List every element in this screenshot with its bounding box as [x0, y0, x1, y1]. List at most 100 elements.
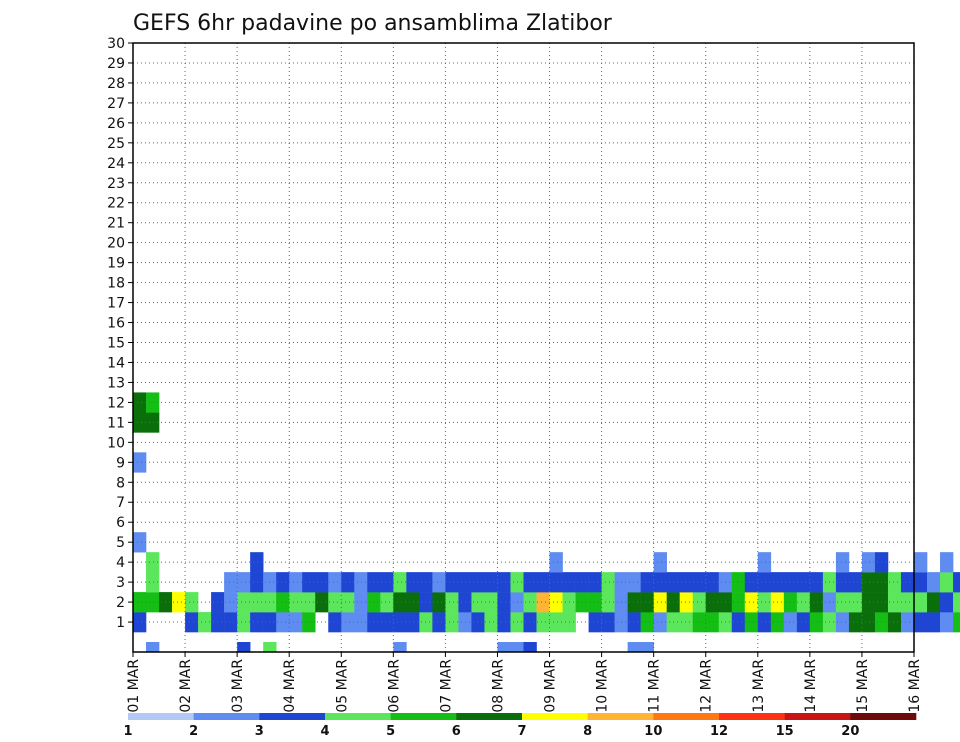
heatmap-cell [549, 572, 563, 593]
heatmap-cell [679, 612, 694, 633]
heatmap-cell [900, 572, 915, 593]
heatmap-cell [744, 612, 759, 633]
heatmap-cell [172, 592, 186, 613]
heatmap-cell [549, 552, 563, 573]
x-tick-label: 03 MAR [230, 659, 246, 713]
heatmap-cell [627, 592, 641, 613]
y-tick-label: 15 [107, 336, 125, 352]
heatmap-cell [432, 572, 446, 593]
heatmap-cell [940, 592, 954, 613]
x-tick-label: 12 MAR [699, 659, 715, 713]
heatmap-cell [393, 572, 407, 593]
heatmap-cell [380, 592, 394, 613]
heatmap-cell [757, 552, 772, 573]
heatmap-cell [640, 642, 654, 653]
heatmap-cell [601, 572, 615, 593]
heatmap-cell [497, 612, 511, 633]
heatmap-cell [224, 612, 238, 633]
legend-swatch [653, 713, 720, 720]
axes: 1234567891011121314151617181920212223242… [107, 36, 923, 713]
heatmap-cell [328, 592, 342, 613]
heatmap-cell [601, 592, 615, 613]
heatmap-cell [757, 612, 772, 633]
heatmap-cell [679, 592, 694, 613]
heatmap-cell [705, 572, 720, 593]
heatmap-cell [133, 392, 147, 413]
y-tick-label: 22 [107, 196, 125, 212]
heatmap-cell [354, 592, 368, 613]
heatmap-cell [861, 572, 876, 593]
heatmap-cell [536, 572, 550, 593]
x-tick-label: 05 MAR [334, 659, 350, 713]
heatmap-cell [900, 592, 915, 613]
x-tick-label: 07 MAR [438, 659, 454, 713]
legend-label: 20 [841, 724, 859, 739]
y-tick-label: 13 [107, 375, 125, 391]
y-tick-label: 1 [116, 615, 125, 631]
y-tick-label: 2 [116, 595, 125, 611]
legend-swatch [390, 713, 457, 720]
heatmap-cell [497, 592, 511, 613]
heatmap-cell [523, 572, 537, 593]
heatmap-cell [927, 592, 941, 613]
heatmap-cell [575, 572, 589, 593]
heatmap-cell [185, 592, 199, 613]
heatmap-cell [146, 412, 160, 433]
heatmap-cell [354, 612, 368, 633]
heatmap-cell [679, 572, 694, 593]
y-tick-label: 27 [107, 96, 125, 112]
x-tick-label: 15 MAR [855, 659, 871, 713]
heatmap-cell [653, 572, 667, 593]
heatmap-cell [575, 592, 589, 613]
heatmap-cell [731, 612, 746, 633]
y-tick-label: 24 [107, 156, 125, 172]
heatmap-cell [809, 612, 824, 633]
heatmap-cell [757, 592, 772, 613]
y-tick-label: 26 [107, 116, 125, 132]
y-tick-label: 19 [107, 256, 125, 272]
heatmap-cell [133, 592, 147, 613]
heatmap-cell [914, 592, 928, 613]
legend-label: 1 [123, 724, 132, 739]
legend-label: 6 [452, 724, 461, 739]
heatmap-cell [276, 592, 290, 613]
heatmap-cell [471, 572, 485, 593]
plot-frame [132, 42, 915, 653]
heatmap-cell [953, 592, 960, 613]
x-tick-label: 08 MAR [490, 659, 506, 713]
heatmap-cell [692, 572, 707, 593]
heatmap-cell [640, 612, 654, 633]
heatmap-cell [484, 612, 498, 633]
heatmap-cell [497, 642, 511, 653]
heatmap-cell [835, 612, 850, 633]
heatmap-cell [549, 612, 563, 633]
heatmap-cell [146, 552, 160, 573]
heatmap-cell [640, 592, 654, 613]
heatmap-cell [341, 592, 355, 613]
heatmap-cell [914, 612, 928, 633]
y-tick-label: 9 [116, 455, 125, 471]
x-tick-label: 09 MAR [543, 659, 559, 713]
heatmap-cell [627, 572, 641, 593]
legend-swatch [522, 713, 588, 720]
heatmap-cell [419, 572, 433, 593]
heatmap-cell [432, 612, 446, 633]
heatmap-cell [796, 612, 811, 633]
heatmap-cell [484, 592, 498, 613]
heatmap-cell [224, 592, 238, 613]
y-tick-label: 5 [116, 535, 125, 551]
heatmap-cell [289, 612, 303, 633]
heatmap-cell [809, 572, 824, 593]
heatmap-cell [757, 572, 772, 593]
y-tick-label: 16 [107, 316, 125, 332]
x-tick-label: 06 MAR [386, 659, 402, 713]
y-tick-label: 7 [116, 495, 125, 511]
heatmap-cell [692, 612, 707, 633]
heatmap-cell [237, 572, 251, 593]
y-tick-label: 25 [107, 136, 125, 152]
heatmap-cell [705, 612, 720, 633]
y-tick-label: 20 [107, 236, 125, 252]
heatmap-cell [146, 592, 160, 613]
heatmap-cell [393, 592, 407, 613]
heatmap-cell [588, 572, 602, 593]
